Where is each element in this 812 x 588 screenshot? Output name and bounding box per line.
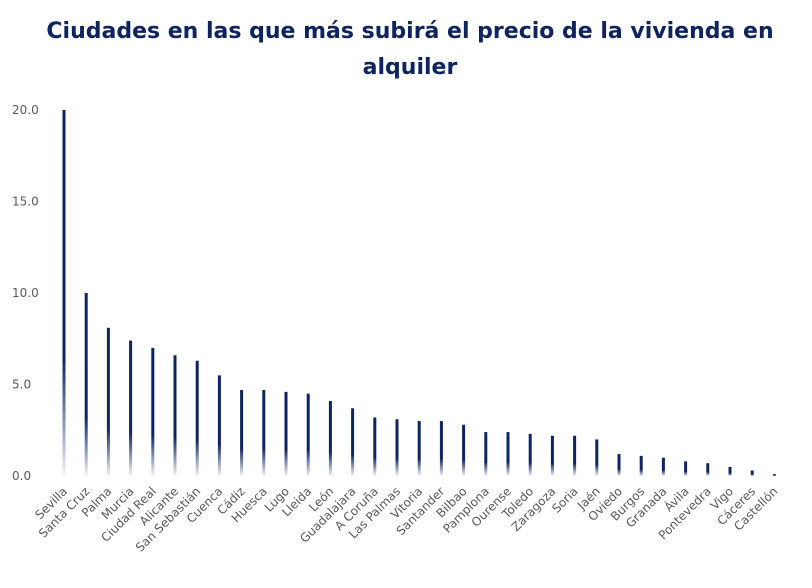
bar (284, 391, 288, 476)
y-tick-label: 20.0 (12, 103, 39, 117)
bar (617, 454, 621, 476)
bar (550, 435, 554, 476)
bar (728, 466, 732, 476)
bar (106, 327, 110, 476)
bar (62, 110, 66, 476)
y-tick-label: 10.0 (12, 286, 39, 300)
y-tick-label: 15.0 (12, 195, 39, 209)
bar (84, 293, 88, 476)
y-axis: 0.0 5.0 10.0 15.0 20.0 (12, 103, 39, 483)
bar (462, 424, 466, 476)
bar (573, 435, 577, 476)
chart-title: Ciudades en las que más subirá el precio… (46, 19, 774, 80)
bar (217, 375, 221, 476)
y-tick-label: 5.0 (12, 378, 31, 392)
bar (395, 419, 399, 476)
bar (173, 355, 177, 476)
bar (528, 433, 532, 476)
bar (240, 389, 244, 476)
bar (439, 421, 443, 476)
bar (484, 432, 488, 476)
bar (684, 461, 688, 476)
bar (129, 340, 133, 476)
bar (306, 393, 310, 476)
bar (351, 408, 355, 476)
bar-series (62, 110, 776, 476)
bar (328, 400, 332, 476)
bar (772, 474, 776, 476)
bar (195, 360, 199, 476)
bar (262, 389, 266, 476)
bar (417, 421, 421, 476)
bar (750, 470, 754, 476)
bar (373, 417, 377, 476)
bar (639, 455, 643, 476)
bar (661, 457, 665, 476)
bar (595, 439, 599, 476)
bar (506, 432, 510, 476)
y-tick-label: 0.0 (12, 469, 31, 483)
bar (151, 347, 155, 476)
bar (706, 463, 710, 476)
